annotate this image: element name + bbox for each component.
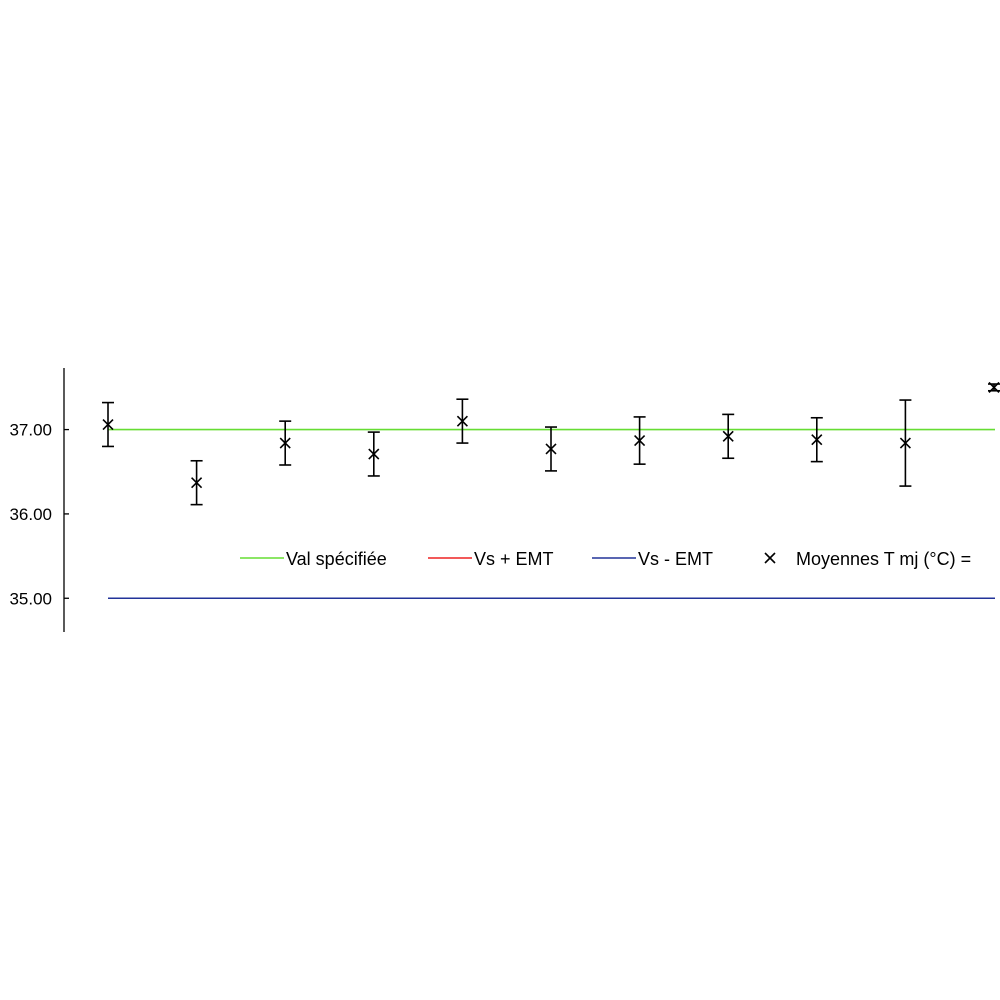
legend-label: Val spécifiée <box>286 549 387 569</box>
x-marker <box>456 415 468 427</box>
legend-label: Moyennes T mj (°C) = <box>796 549 971 569</box>
y-tick-label: 37.00 <box>9 421 52 440</box>
x-marker <box>102 418 114 431</box>
data-point <box>545 426 557 472</box>
data-point <box>367 431 380 477</box>
data-point <box>988 381 1000 393</box>
legend-swatch <box>764 552 776 564</box>
y-tick-label: 36.00 <box>9 505 52 524</box>
legend-label: Vs + EMT <box>474 549 554 569</box>
y-tick-label: 35.00 <box>9 589 52 608</box>
data-point <box>810 416 823 463</box>
x-marker <box>545 443 557 455</box>
x-marker <box>368 448 380 460</box>
legend: Val spécifiée Vs + EMT Vs - EMT Moyennes T … <box>240 549 971 569</box>
legend-item-3: Moyennes T mj (°C) = <box>764 549 971 569</box>
data-point <box>722 413 735 460</box>
x-marker <box>988 381 1000 393</box>
data-point <box>899 399 912 487</box>
x-marker <box>191 477 203 489</box>
data-point <box>102 401 114 448</box>
x-marker <box>722 430 734 442</box>
x-marker <box>634 434 646 447</box>
data-point <box>190 459 203 506</box>
legend-label: Vs - EMT <box>638 549 713 569</box>
data-point <box>633 416 646 465</box>
x-marker <box>279 437 291 449</box>
legend-item-1: Vs + EMT <box>428 549 554 569</box>
x-marker <box>811 434 823 446</box>
x-marker <box>899 437 911 449</box>
data-point <box>279 420 292 466</box>
data-point <box>456 398 469 444</box>
legend-item-0: Val spécifiée <box>240 549 387 569</box>
legend-item-2: Vs - EMT <box>592 549 713 569</box>
